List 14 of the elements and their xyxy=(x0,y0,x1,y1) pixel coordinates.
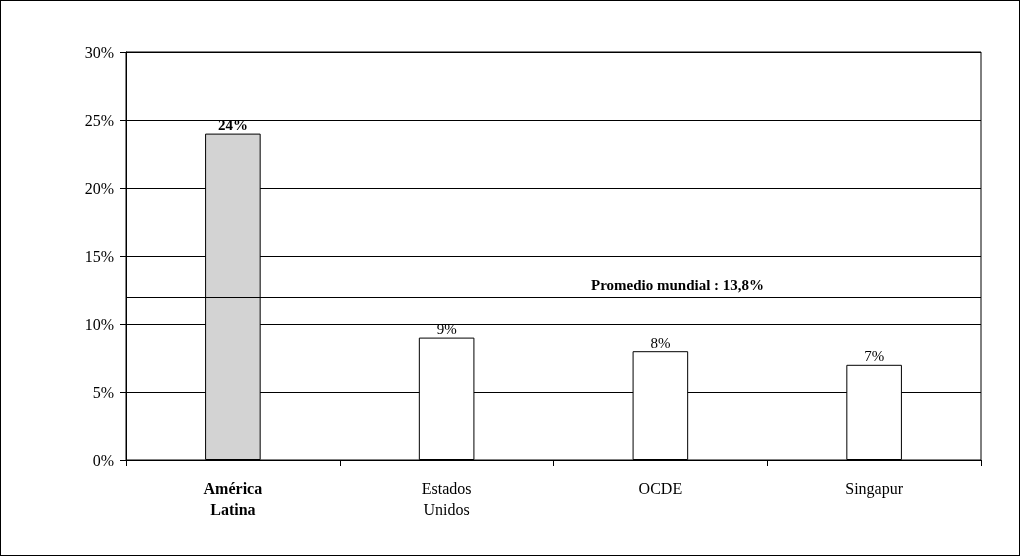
x-tick-label: OCDE xyxy=(638,480,683,497)
y-tick-label: 15% xyxy=(84,247,114,265)
data-label: 8% xyxy=(650,334,671,351)
annotation: Promedio mundial : 13,8% xyxy=(591,276,765,293)
y-tick-label: 20% xyxy=(84,179,114,197)
y-tick-label: 0% xyxy=(92,451,114,469)
x-tick-label: América Latina xyxy=(203,480,263,518)
y-tick-label: 5% xyxy=(92,383,114,401)
y-tick-label: 10% xyxy=(84,315,114,333)
y-tick-label: 30% xyxy=(84,43,114,61)
x-tick-label: Estados Unidos xyxy=(421,480,472,518)
y-tick-label: 25% xyxy=(84,111,114,129)
data-label: 7% xyxy=(864,348,885,365)
x-tick-label: Singapur xyxy=(845,480,904,498)
